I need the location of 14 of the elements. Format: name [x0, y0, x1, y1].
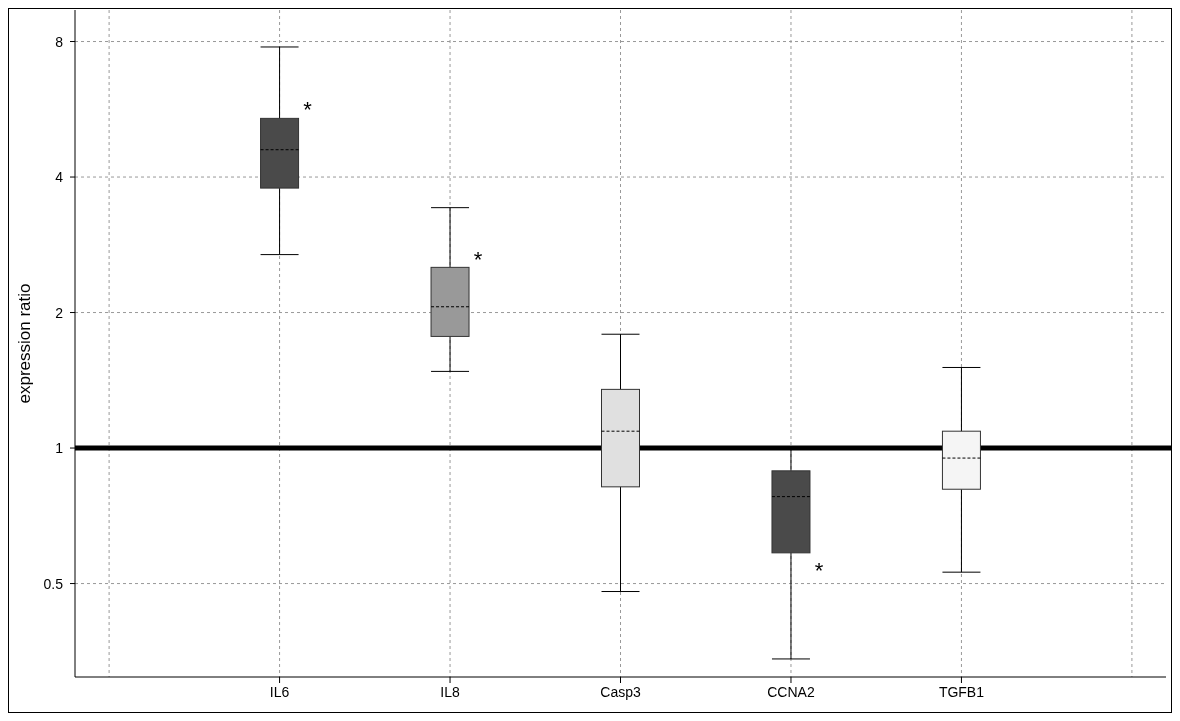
x-tick-label: IL6: [269, 684, 290, 700]
y-tick-label: 4: [55, 169, 64, 186]
y-tick-label: 1: [55, 440, 64, 457]
x-tick-label: CCNA2: [767, 684, 815, 700]
y-axis-title: expression ratio: [15, 283, 34, 404]
y-tick-label: 2: [55, 304, 64, 321]
annotation: *: [303, 96, 313, 122]
y-tick-label: 8: [55, 33, 64, 50]
x-tick-label: IL8: [440, 684, 460, 700]
annotation: *: [814, 557, 824, 583]
y-tick-label: 0.5: [43, 575, 64, 592]
x-tick-label: TGFB1: [938, 684, 985, 700]
annotation: *: [473, 246, 483, 272]
x-tick-label: Casp3: [600, 684, 641, 700]
